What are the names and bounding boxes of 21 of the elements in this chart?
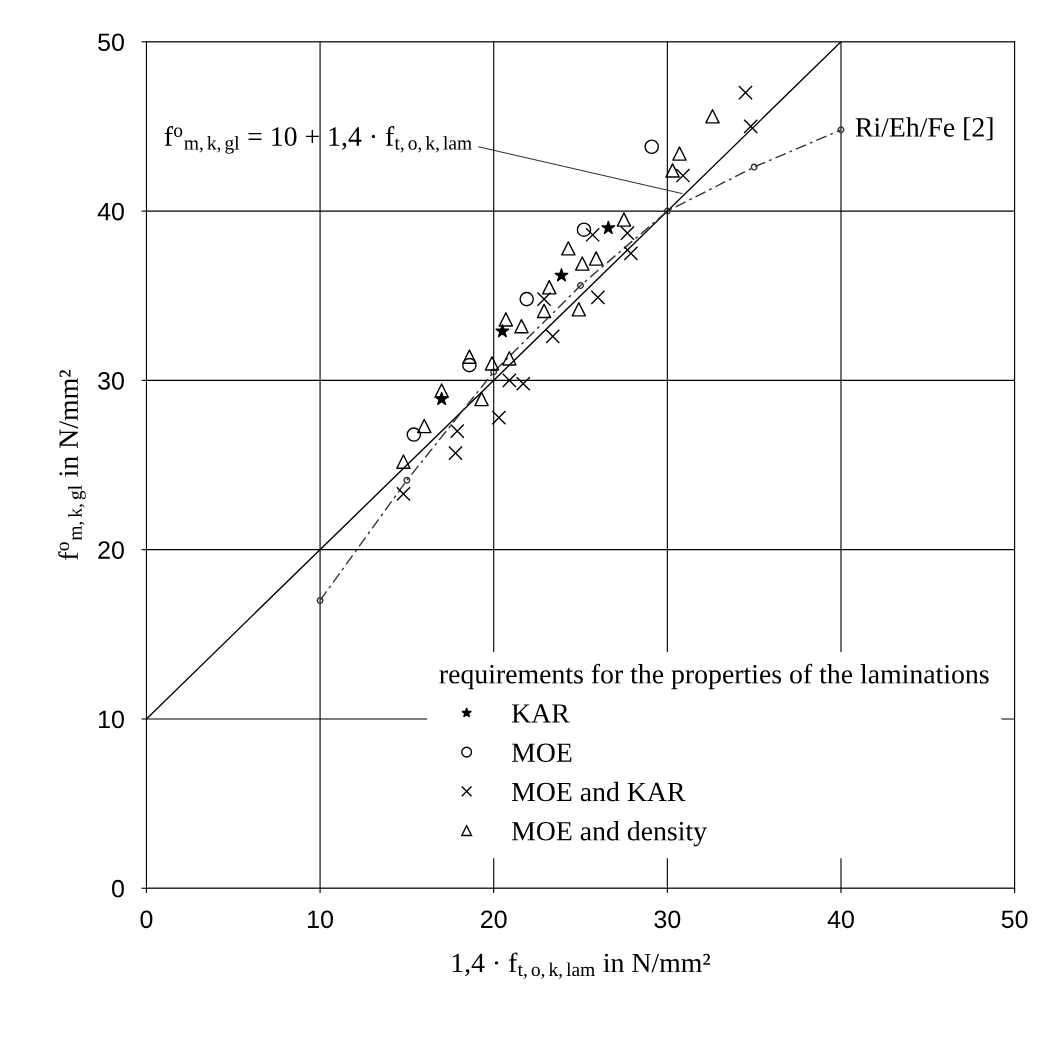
x-tick-label: 0 [140, 910, 153, 929]
x-tick-label: 30 [654, 910, 681, 929]
y-tick-label: 0 [111, 879, 124, 898]
x-tick-label: 20 [481, 910, 507, 929]
x-tick-label: 10 [308, 910, 333, 929]
x-tick-label: 50 [1001, 910, 1028, 929]
legend-label: MOE and density [511, 821, 707, 847]
legend-label: MOE and KAR [511, 781, 686, 802]
y-tick-label: 40 [97, 202, 124, 221]
legend-title: requirements for the properties of the laminations [439, 663, 989, 690]
y-tick-label: 20 [98, 541, 124, 559]
x-tick-label: 40 [827, 910, 854, 929]
legend-label: KAR [511, 704, 570, 723]
y-tick-label: 50 [98, 33, 124, 52]
series-label: Ri/Eh/Fe [2] [855, 117, 993, 141]
y-tick-label: 30 [98, 371, 124, 390]
x-axis-title: 1,4 · f$_{t,o,k,lam}$ in N/mm² [452, 952, 711, 979]
legend-label: MOE [511, 743, 572, 763]
annotation: f$^{o}$$_{m,k,gl}$ = 10 + 1,4 · f$_{t,o,k,lam}$ [164, 126, 472, 154]
y-tick-label: 10 [99, 710, 124, 729]
y-axis-title: f$^{o}$$_{m,k,gl}$ in N/mm² [58, 370, 86, 560]
